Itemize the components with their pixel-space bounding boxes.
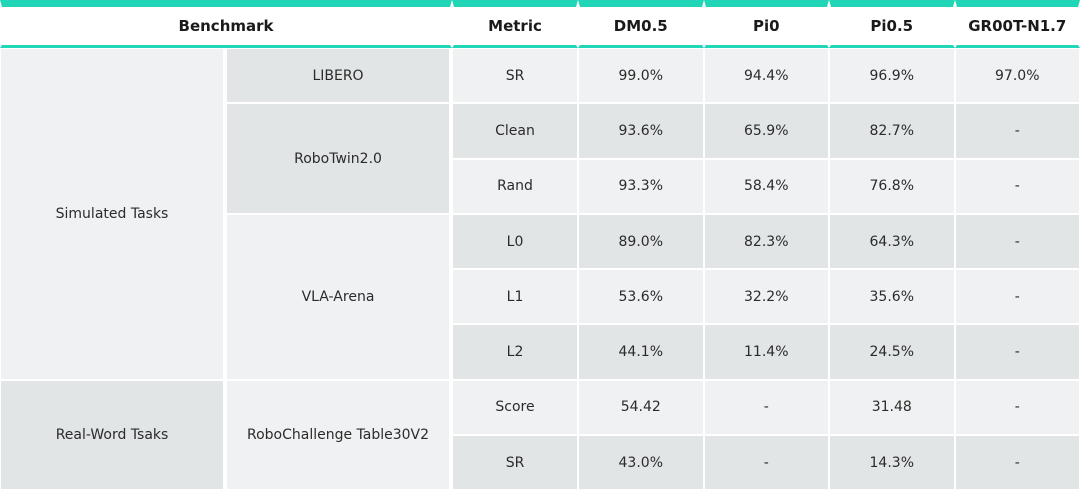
value-cell: -: [954, 269, 1080, 325]
metric-cell: L2: [452, 324, 579, 380]
category-cell: Real-Word Tsaks: [0, 379, 226, 491]
value-cell: 11.4%: [703, 324, 830, 380]
value-cell: 94.4%: [703, 48, 830, 104]
header-model: GR00T-N1.7: [954, 0, 1080, 48]
value-cell: 53.6%: [578, 269, 704, 325]
table-row: L2 44.1% 11.4% 24.5% -: [0, 324, 1080, 380]
metric-cell: L1: [452, 269, 579, 325]
header-model: Pi0: [703, 0, 830, 48]
table-row: Simulated Tasks LIBERO SR 99.0% 94.4% 96…: [0, 48, 1080, 380]
category-cell: Simulated Tasks: [0, 48, 226, 380]
benchmark-cell: RoboChallenge Table30V2: [226, 379, 453, 491]
benchmark-cell: RoboTwin2.0: [226, 103, 453, 214]
value-cell: 82.3%: [703, 213, 830, 270]
header-model: Pi0.5: [829, 0, 955, 48]
metric-cell: Rand: [452, 158, 579, 214]
value-cell: -: [954, 435, 1080, 491]
header-row: Benchmark Metric DM0.5 Pi0 Pi0.5 GR00T-N…: [0, 0, 1080, 48]
value-cell: -: [703, 435, 830, 491]
value-cell: 35.6%: [829, 269, 955, 325]
value-cell: -: [954, 103, 1080, 159]
value-cell: 44.1%: [578, 324, 704, 380]
metric-cell: Clean: [452, 103, 579, 159]
value-cell: -: [954, 158, 1080, 214]
value-cell: -: [954, 379, 1080, 436]
value-cell: 93.6%: [578, 103, 704, 159]
value-cell: 82.7%: [829, 103, 955, 159]
value-cell: 32.2%: [703, 269, 830, 325]
value-cell: 31.48: [829, 379, 955, 436]
value-cell: 97.0%: [954, 48, 1080, 104]
value-cell: 54.42: [578, 379, 704, 436]
metric-cell: L0: [452, 213, 579, 270]
header-model: DM0.5: [578, 0, 704, 48]
metric-cell: SR: [452, 435, 579, 491]
value-cell: 65.9%: [703, 103, 830, 159]
metric-cell: SR: [452, 48, 579, 104]
metric-cell: Score: [452, 379, 579, 436]
value-cell: -: [954, 213, 1080, 270]
value-cell: -: [703, 379, 830, 436]
table-row: Rand 93.3% 58.4% 76.8% -: [0, 158, 1080, 214]
value-cell: 93.3%: [578, 158, 704, 214]
value-cell: 89.0%: [578, 213, 704, 270]
table-row: RoboTwin2.0 Clean 93.6% 65.9% 82.7% -: [0, 103, 1080, 214]
table-row: Real-Word Tsaks RoboChallenge Table30V2 …: [0, 379, 1080, 491]
table-row: VLA-Arena L0 89.0% 82.3% 64.3% -: [0, 213, 1080, 380]
benchmark-cell: LIBERO: [226, 48, 453, 104]
header-benchmark: Benchmark: [0, 0, 453, 48]
value-cell: 64.3%: [829, 213, 955, 270]
value-cell: -: [954, 324, 1080, 380]
value-cell: 76.8%: [829, 158, 955, 214]
value-cell: 24.5%: [829, 324, 955, 380]
value-cell: 58.4%: [703, 158, 830, 214]
table-row: L1 53.6% 32.2% 35.6% -: [0, 269, 1080, 325]
header-metric: Metric: [452, 0, 579, 48]
value-cell: 99.0%: [578, 48, 704, 104]
value-cell: 43.0%: [578, 435, 704, 491]
benchmark-cell: VLA-Arena: [226, 213, 453, 380]
table-row: SR 43.0% - 14.3% -: [0, 435, 1080, 491]
value-cell: 14.3%: [829, 435, 955, 491]
value-cell: 96.9%: [829, 48, 955, 104]
